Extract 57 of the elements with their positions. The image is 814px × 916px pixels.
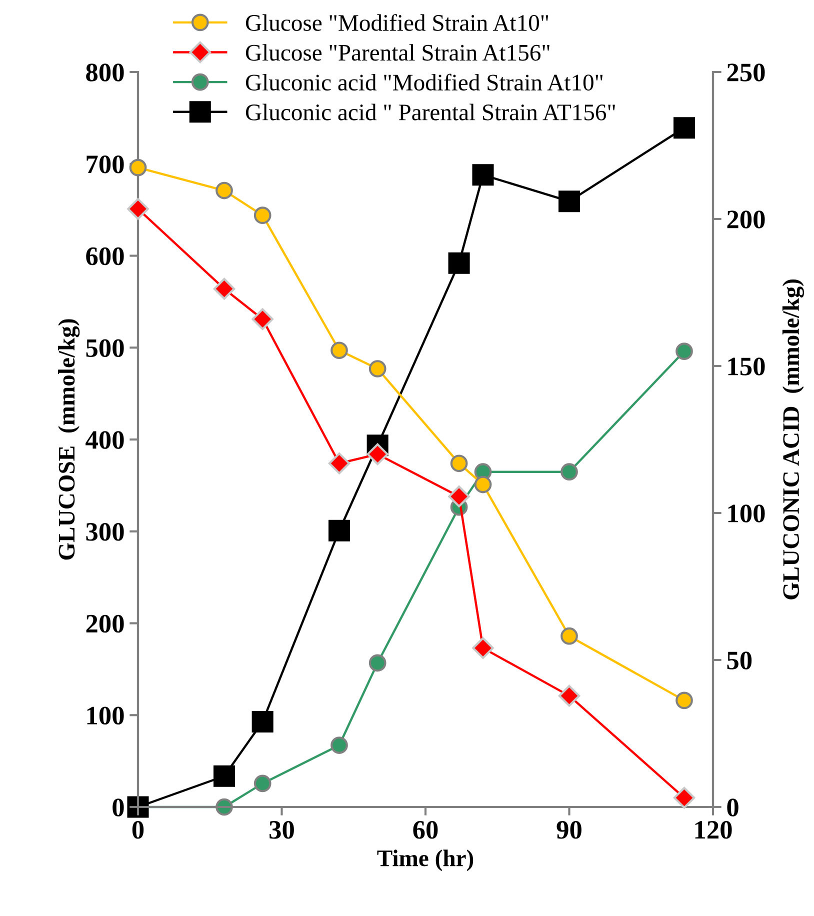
y-tick-label: 0 — [112, 798, 124, 816]
point — [560, 627, 578, 645]
point — [328, 452, 350, 474]
point — [330, 736, 348, 754]
point — [673, 117, 696, 139]
point — [472, 164, 494, 186]
point — [129, 158, 147, 176]
y-tick-label: 600 — [86, 247, 124, 266]
point — [330, 342, 348, 360]
legend-label: Gluconic acid "Modified Strain At10" — [246, 74, 602, 91]
point — [560, 463, 578, 481]
point — [368, 360, 386, 378]
point — [448, 252, 470, 274]
y-tick-label: 700 — [86, 155, 124, 174]
point — [558, 190, 580, 212]
point — [366, 443, 388, 466]
point — [216, 182, 233, 200]
x-axis-title: Time (hr) — [377, 850, 474, 872]
point — [328, 520, 350, 542]
y2-tick-label: 0 — [727, 798, 738, 816]
point — [474, 476, 492, 494]
x-tick-label: 60 — [413, 820, 438, 839]
y-tick-label: 500 — [86, 339, 124, 358]
y2-tick-label: 250 — [727, 64, 765, 82]
point — [368, 654, 386, 672]
legend-label: Glucose "Modified Strain At10" — [246, 14, 548, 31]
legend-label: Glucose "Parental Strain At156" — [246, 44, 550, 61]
point — [254, 774, 272, 792]
y2-tick-label: 50 — [727, 652, 752, 670]
x-tick-label: 0 — [132, 820, 144, 839]
point — [450, 454, 468, 472]
point — [252, 308, 274, 330]
y2-axis-title: GLUCONIC ACID (mmole/kg) — [782, 280, 804, 600]
point — [472, 637, 494, 659]
point — [676, 692, 693, 710]
y-tick-label: 200 — [86, 614, 124, 633]
y2-tick-label: 200 — [727, 210, 765, 228]
y2-tick-label: 150 — [728, 358, 765, 376]
y-tick-label: 100 — [87, 706, 124, 725]
point — [213, 278, 236, 300]
y-tick-label: 400 — [86, 431, 124, 449]
legend-label: Gluconic acid " Parental Strain AT156" — [246, 104, 615, 120]
point — [673, 786, 696, 809]
point — [213, 765, 236, 787]
y-tick-label: 300 — [86, 522, 124, 541]
point — [127, 198, 149, 220]
y2-tick-label: 100 — [728, 504, 765, 522]
y-tick-label: 800 — [86, 64, 124, 82]
x-tick-label: 90 — [556, 820, 582, 839]
x-tick-label: 120 — [695, 820, 732, 839]
point — [676, 342, 693, 360]
point — [448, 486, 470, 508]
point — [254, 206, 272, 224]
y-axis-title: GLUCOSE (mmole/kg) — [58, 319, 80, 560]
point — [558, 684, 580, 707]
x-tick-label: 30 — [270, 820, 294, 839]
point — [252, 710, 274, 733]
